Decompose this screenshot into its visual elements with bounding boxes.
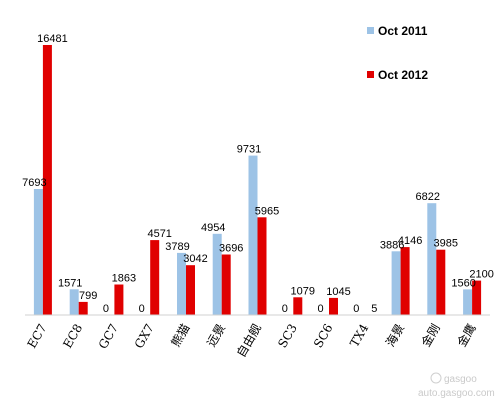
- value-label-oct-2012-8: 1045: [326, 286, 350, 298]
- bar-oct-2012-8: [329, 297, 338, 315]
- watermark-logo-text: gasgoo: [444, 374, 477, 385]
- legend-label-oct-2011: Oct 2011: [378, 24, 428, 38]
- bar-oct-2011-10: [391, 251, 401, 315]
- bar-oct-2012-1: [78, 301, 88, 315]
- value-label-oct-2011-11: 6822: [416, 191, 440, 203]
- legend: Oct 2011 Oct 2012: [367, 24, 428, 82]
- value-label-oct-2011-1: 1571: [58, 277, 82, 289]
- bar-oct-2012-0: [42, 45, 52, 315]
- value-label-oct-2012-10: 4146: [398, 235, 422, 247]
- value-label-oct-2011-10: 3886: [380, 239, 404, 251]
- bar-oct-2012-2: [114, 284, 124, 315]
- value-label-oct-2011-2: 0: [103, 303, 109, 315]
- value-label-oct-2011-0: 7693: [22, 177, 46, 189]
- value-label-oct-2012-3: 4571: [147, 228, 171, 240]
- value-label-oct-2011-4: 3789: [165, 241, 189, 253]
- category-label-11: 金刚: [418, 321, 443, 349]
- bar-oct-2011-5: [212, 233, 222, 315]
- category-label-8: SC6: [311, 322, 336, 351]
- category-label-10: 海景: [382, 321, 407, 349]
- category-label-3: GX7: [132, 322, 157, 351]
- value-label-oct-2011-6: 9731: [237, 144, 261, 156]
- watermark-logo-icon: [430, 372, 442, 384]
- bar-oct-2011-11: [427, 203, 437, 315]
- value-label-oct-2012-6: 5965: [255, 205, 279, 217]
- value-label-oct-2011-12: 1560: [451, 277, 475, 289]
- value-label-oct-2012-4: 3042: [183, 253, 207, 265]
- category-label-9: TX4: [347, 321, 371, 349]
- category-label-5: 远景: [204, 322, 228, 350]
- value-label-oct-2012-9: 5: [371, 303, 377, 315]
- category-label-12: 金鹰: [454, 321, 479, 349]
- value-label-oct-2012-7: 1079: [291, 285, 315, 297]
- value-label-oct-2011-8: 0: [317, 303, 323, 315]
- bar-oct-2012-6: [257, 217, 267, 315]
- category-label-2: GC7: [96, 322, 121, 352]
- bar-oct-2012-3: [150, 240, 160, 315]
- value-label-oct-2011-9: 0: [353, 303, 359, 315]
- value-label-oct-2011-3: 0: [139, 303, 145, 315]
- bar-oct-2012-10: [400, 247, 410, 315]
- value-label-oct-2012-2: 1863: [112, 273, 136, 285]
- watermark: gasgoo auto.gasgoo.com: [418, 372, 495, 399]
- value-label-oct-2011-5: 4954: [201, 222, 225, 234]
- category-label-6: 自由舰: [234, 322, 264, 360]
- legend-label-oct-2012: Oct 2012: [378, 68, 428, 82]
- category-label-1: EC8: [60, 322, 85, 351]
- bar-oct-2012-7: [293, 297, 303, 315]
- value-label-oct-2012-11: 3985: [434, 238, 458, 250]
- bar-oct-2012-11: [436, 249, 446, 315]
- value-label-oct-2011-7: 0: [282, 303, 288, 315]
- category-label-0: EC7: [25, 322, 50, 351]
- watermark-url: auto.gasgoo.com: [418, 388, 495, 399]
- value-label-oct-2012-1: 799: [79, 290, 97, 302]
- bar-oct-2011-12: [463, 289, 473, 315]
- category-labels-layer: EC7 EC8 GC7 GX7 熊猫 远景 自由舰 SC3 SC6 TX4 海景 金刚 金鹰: [25, 321, 479, 360]
- bar-oct-2011-1: [69, 289, 79, 315]
- category-label-4: 熊猫: [168, 321, 193, 349]
- value-label-oct-2012-12: 2100: [469, 269, 493, 281]
- bar-oct-2012-12: [472, 280, 482, 315]
- value-label-oct-2012-5: 3696: [219, 243, 243, 255]
- legend-swatch-oct-2012: [367, 71, 374, 78]
- bar-oct-2011-0: [33, 189, 43, 315]
- value-label-oct-2012-0: 16481: [37, 33, 68, 45]
- bar-oct-2012-5: [221, 254, 231, 315]
- bar-oct-2011-6: [248, 155, 258, 315]
- legend-swatch-oct-2011: [367, 27, 374, 34]
- bars-layer: [33, 45, 482, 315]
- bar-oct-2011-4: [177, 252, 186, 315]
- category-label-7: SC3: [275, 322, 300, 351]
- bar-oct-2012-4: [186, 265, 195, 315]
